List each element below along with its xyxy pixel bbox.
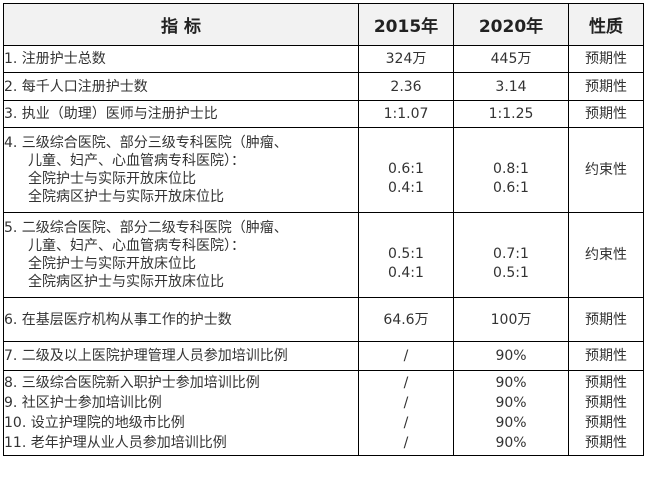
nature-value: 约束性 <box>568 127 644 213</box>
value-2020: 90% 90% 90% 90% <box>453 370 569 456</box>
nature-value: 预期性 预期性 预期性 预期性 <box>568 370 644 456</box>
percent-value: 90% <box>495 435 527 451</box>
value-2020: 100万 <box>453 297 569 342</box>
indicator-line: 全院护士与实际开放床位比 <box>28 256 196 272</box>
slash-value: / <box>403 415 409 431</box>
value-2015: 1:1.07 <box>358 100 454 128</box>
indicator-line: 全院护士与实际开放床位比 <box>28 171 196 187</box>
value-2020: 445万 <box>453 45 569 73</box>
indicator-line: 9. 社区护士参加培训比例 <box>4 395 162 411</box>
indicator-line: 全院病区护士与实际开放床位比 <box>28 189 224 205</box>
header-2020: 2020年 <box>453 3 569 46</box>
header-nature: 性质 <box>568 3 644 46</box>
ratio-value: 0.4:1 <box>388 180 424 196</box>
slash-value: / <box>403 375 409 391</box>
nature-value: 预期性 <box>568 341 644 371</box>
ratio-value: 0.8:1 <box>493 161 529 177</box>
indicator-label: 7. 二级及以上医院护理管理人员参加培训比例 <box>3 341 359 371</box>
indicators-table: 指 标 2015年 2020年 性质 1. 注册护士总数 324万 445万 预… <box>3 3 644 456</box>
value-2020: 3.14 <box>453 72 569 101</box>
value-2015: 2.36 <box>358 72 454 101</box>
indicator-label: 6. 在基层医疗机构从事工作的护士数 <box>3 297 359 342</box>
value-2015: / <box>358 341 454 371</box>
nature-value: 预期性 <box>568 72 644 101</box>
indicator-label: 5. 二级综合医院、部分二级专科医院（肿瘤、 儿童、妇产、心血管病专科医院）： … <box>3 212 359 298</box>
nature-value: 预期性 <box>568 45 644 73</box>
indicator-line: 全院病区护士与实际开放床位比 <box>28 274 224 290</box>
value-2015: 324万 <box>358 45 454 73</box>
table-row: 3. 执业（助理）医师与注册护士比 1:1.07 1:1.25 预期性 <box>3 100 644 128</box>
indicator-label: 1. 注册护士总数 <box>3 45 359 73</box>
nature-line: 预期性 <box>585 415 627 431</box>
indicator-label: 4. 三级综合医院、部分三级专科医院（肿瘤、 儿童、妇产、心血管病专科医院）： … <box>3 127 359 213</box>
nature-value: 约束性 <box>568 212 644 298</box>
table-row: 4. 三级综合医院、部分三级专科医院（肿瘤、 儿童、妇产、心血管病专科医院）： … <box>3 127 644 213</box>
header-row: 指 标 2015年 2020年 性质 <box>3 3 644 46</box>
ratio-value: 0.4:1 <box>388 265 424 281</box>
table-row: 7. 二级及以上医院护理管理人员参加培训比例 / 90% 预期性 <box>3 341 644 371</box>
table-row: 2. 每千人口注册护士数 2.36 3.14 预期性 <box>3 72 644 101</box>
table-row: 5. 二级综合医院、部分二级专科医院（肿瘤、 儿童、妇产、心血管病专科医院）： … <box>3 212 644 298</box>
indicator-line: 儿童、妇产、心血管病专科医院）： <box>28 153 245 169</box>
percent-value: 90% <box>495 395 527 411</box>
ratio-value: 0.7:1 <box>493 246 529 262</box>
value-2020: 90% <box>453 341 569 371</box>
indicator-line: 儿童、妇产、心血管病专科医院）： <box>28 238 245 254</box>
ratio-value: 0.6:1 <box>388 161 424 177</box>
ratio-value: 0.5:1 <box>388 246 424 262</box>
value-2015: / / / / <box>358 370 454 456</box>
value-2020: 1:1.25 <box>453 100 569 128</box>
nature-value: 预期性 <box>568 297 644 342</box>
ratio-value: 0.5:1 <box>493 265 529 281</box>
value-2020: 0.7:1 0.5:1 <box>453 212 569 298</box>
table-row: 6. 在基层医疗机构从事工作的护士数 64.6万 100万 预期性 <box>3 297 644 342</box>
indicator-line: 8. 三级综合医院新入职护士参加培训比例 <box>4 375 260 391</box>
indicator-line: 4. 三级综合医院、部分三级专科医院（肿瘤、 <box>4 135 288 151</box>
nature-line: 预期性 <box>585 375 627 391</box>
nature-line: 预期性 <box>585 435 627 451</box>
indicator-line: 10. 设立护理院的地级市比例 <box>4 415 185 431</box>
value-2015: 0.5:1 0.4:1 <box>358 212 454 298</box>
header-indicator: 指 标 <box>3 3 359 46</box>
table-row-training-group: 8. 三级综合医院新入职护士参加培训比例 9. 社区护士参加培训比例 10. 设… <box>3 370 644 456</box>
table-row: 1. 注册护士总数 324万 445万 预期性 <box>3 45 644 73</box>
indicator-label: 8. 三级综合医院新入职护士参加培训比例 9. 社区护士参加培训比例 10. 设… <box>3 370 359 456</box>
value-2015: 0.6:1 0.4:1 <box>358 127 454 213</box>
percent-value: 90% <box>495 375 527 391</box>
indicator-line: 11. 老年护理从业人员参加培训比例 <box>4 435 227 451</box>
slash-value: / <box>403 435 409 451</box>
percent-value: 90% <box>495 415 527 431</box>
value-2015: 64.6万 <box>358 297 454 342</box>
slash-value: / <box>403 395 409 411</box>
header-2015: 2015年 <box>358 3 454 46</box>
value-2020: 0.8:1 0.6:1 <box>453 127 569 213</box>
indicator-label: 3. 执业（助理）医师与注册护士比 <box>3 100 359 128</box>
indicator-label: 2. 每千人口注册护士数 <box>3 72 359 101</box>
ratio-value: 0.6:1 <box>493 180 529 196</box>
nature-line: 预期性 <box>585 395 627 411</box>
indicator-line: 5. 二级综合医院、部分二级专科医院（肿瘤、 <box>4 220 288 236</box>
nature-value: 预期性 <box>568 100 644 128</box>
